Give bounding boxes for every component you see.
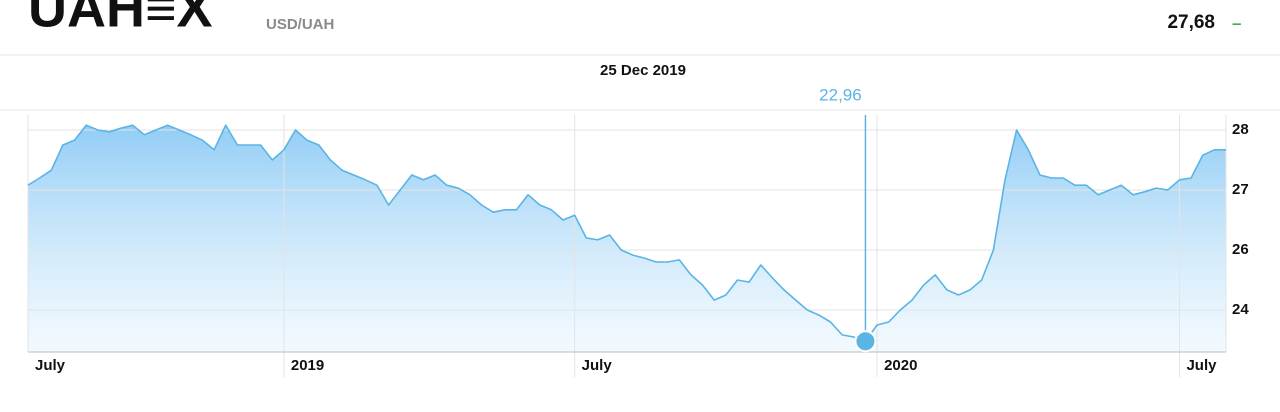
pair: USD/UAH xyxy=(266,16,334,33)
area xyxy=(28,125,1226,352)
line xyxy=(27,124,1226,342)
x-tick-label: 2019 xyxy=(291,357,324,374)
selected-value: 22,96 xyxy=(819,85,862,104)
y-tick-label: 24 xyxy=(1232,301,1249,318)
y-tick-label: 27 xyxy=(1232,181,1249,198)
y-tick-label: 26 xyxy=(1232,241,1249,258)
selected-date: 25 Dec 2019 xyxy=(600,62,686,79)
selected-point xyxy=(854,330,877,353)
x-tick-label: July xyxy=(35,357,66,374)
logo: UAH≡X xyxy=(28,0,213,38)
x-tick-label: July xyxy=(1186,357,1217,374)
y-tick-label: 28 xyxy=(1232,121,1249,138)
change: – xyxy=(1232,13,1241,32)
x-tick-label: July xyxy=(582,357,613,374)
x-tick-label: 2020 xyxy=(884,357,917,374)
price: 27,68 xyxy=(1167,12,1215,33)
